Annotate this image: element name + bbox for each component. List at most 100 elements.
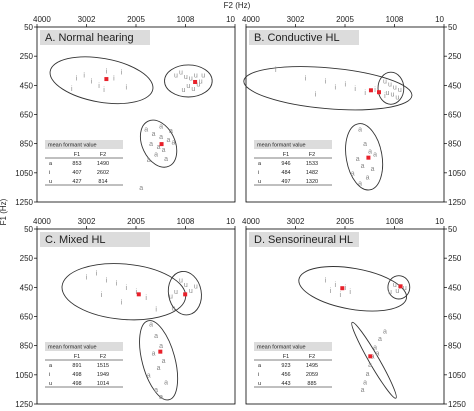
table-cell: i xyxy=(49,170,50,176)
x-tick-label: 4000 xyxy=(242,15,260,24)
table-header: F2 xyxy=(309,354,315,360)
table-cell: 1515 xyxy=(97,363,109,369)
x-tick-label: 2005 xyxy=(336,217,354,226)
y-tick-label: 850 xyxy=(20,140,34,149)
mean-marker-a xyxy=(159,142,164,147)
x-tick-label: 10 xyxy=(435,217,444,226)
data-point-a: a xyxy=(154,333,158,340)
mean-marker-u xyxy=(183,292,188,297)
data-point-u: u xyxy=(194,283,198,290)
plot-frame xyxy=(36,228,236,405)
data-point-u: u xyxy=(184,74,188,81)
table-cell: 2602 xyxy=(97,170,109,176)
panel-title-box xyxy=(249,232,359,247)
data-point-u: u xyxy=(199,78,203,85)
y-tick-label: 450 xyxy=(20,81,34,90)
panel-title-box xyxy=(40,232,150,247)
data-point-a: a xyxy=(144,127,148,134)
x-tick-label: 10 xyxy=(226,217,235,226)
table-cell: 923 xyxy=(281,363,290,369)
table-cell: 1490 xyxy=(97,161,109,167)
data-point-u: u xyxy=(184,282,188,289)
data-point-a: a xyxy=(361,163,365,170)
table-cell: u xyxy=(49,179,52,185)
table-title: mean formant value xyxy=(48,143,97,149)
data-point-i: i xyxy=(155,307,157,314)
x-tick-label: 3002 xyxy=(78,15,96,24)
table-title: mean formant value xyxy=(257,345,306,351)
data-point-i: i xyxy=(121,299,123,306)
x-tick-label: 1008 xyxy=(177,15,195,24)
data-point-a: a xyxy=(363,141,367,148)
data-point-u: u xyxy=(174,289,178,296)
data-point-i: i xyxy=(335,84,337,91)
data-point-i: i xyxy=(340,292,342,299)
y-tick-label: 650 xyxy=(20,111,34,120)
x-tick-label: 4000 xyxy=(33,15,51,24)
data-point-i: i xyxy=(325,278,327,285)
data-point-a: a xyxy=(152,350,156,357)
x-tick-label: 3002 xyxy=(287,15,305,24)
table-cell: i xyxy=(258,170,259,176)
table-cell: 1014 xyxy=(97,381,109,387)
data-point-a: a xyxy=(162,147,166,154)
data-point-u: u xyxy=(191,86,195,93)
table-header: F2 xyxy=(309,152,315,158)
data-point-a: a xyxy=(147,157,151,164)
data-point-i: i xyxy=(86,275,88,282)
y-tick-label: 850 xyxy=(448,140,462,149)
data-point-i: i xyxy=(126,285,128,292)
data-point-a: a xyxy=(159,134,163,141)
data-point-i: i xyxy=(96,270,98,277)
data-point-i: i xyxy=(83,73,85,80)
data-point-u: u xyxy=(189,288,193,295)
table-cell: 427 xyxy=(72,179,81,185)
data-point-a: a xyxy=(371,353,375,360)
table-cell: 1949 xyxy=(97,372,109,378)
y-tick-label: 650 xyxy=(20,313,34,322)
data-point-i: i xyxy=(364,90,366,97)
data-point-a: a xyxy=(149,321,153,328)
data-point-a: a xyxy=(366,175,370,182)
data-point-u: u xyxy=(179,70,183,77)
table-header: F1 xyxy=(74,354,80,360)
table-cell: 1320 xyxy=(306,179,318,185)
data-point-i: i xyxy=(275,67,277,74)
data-point-i: i xyxy=(374,87,376,94)
mean-marker-i xyxy=(340,286,345,291)
table-cell: 443 xyxy=(281,381,290,387)
y-tick-label: 1050 xyxy=(448,371,466,380)
data-point-u: u xyxy=(393,282,397,289)
data-point-a: a xyxy=(378,336,382,343)
data-point-i: i xyxy=(101,292,103,299)
data-point-u: u xyxy=(398,87,402,94)
data-point-i: i xyxy=(145,295,147,302)
data-point-a: a xyxy=(164,156,168,163)
data-point-i: i xyxy=(325,78,327,85)
y-tick-label: 1250 xyxy=(448,198,466,207)
y-tick-label: 250 xyxy=(448,52,462,61)
data-point-a: a xyxy=(363,380,367,387)
table-cell: 456 xyxy=(281,372,290,378)
table-cell: 484 xyxy=(281,170,290,176)
table-header: F1 xyxy=(283,354,289,360)
table-title: mean formant value xyxy=(257,143,306,149)
vowel-ellipse-a xyxy=(345,123,384,191)
data-point-a: a xyxy=(373,151,377,158)
data-point-u: u xyxy=(388,81,392,88)
data-point-i: i xyxy=(121,70,123,77)
y-tick-label: 250 xyxy=(20,52,34,61)
data-point-i: i xyxy=(305,76,307,83)
data-point-i: i xyxy=(113,76,115,83)
top-axis-title: F2 (Hz) xyxy=(224,1,251,10)
mean-marker-u xyxy=(376,90,381,95)
data-point-i: i xyxy=(384,93,386,100)
y-tick-label: 250 xyxy=(448,254,462,263)
vowel-ellipse-i xyxy=(243,66,413,111)
table-cell: i xyxy=(258,372,259,378)
plot-frame xyxy=(245,26,445,203)
y-tick-label: 1050 xyxy=(15,371,33,380)
data-point-u: u xyxy=(194,73,198,80)
y-tick-label: 850 xyxy=(448,342,462,351)
